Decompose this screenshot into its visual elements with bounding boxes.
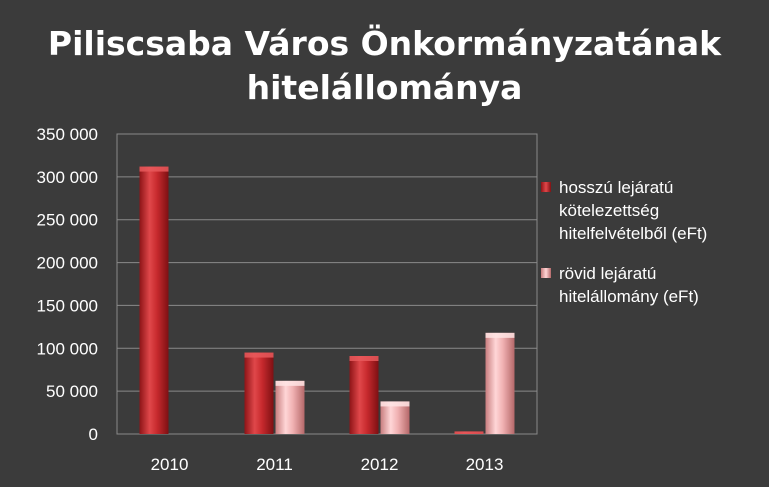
- legend-item-short-term: rövid lejáratú hitelállomány (eFt): [541, 262, 761, 308]
- legend-swatch-long-term: [541, 182, 551, 192]
- plot-frame: [116, 133, 538, 435]
- bar-short-term-2011: [275, 380, 305, 434]
- bar-top-highlight: [454, 431, 484, 434]
- y-tick-label: 150 000: [37, 296, 98, 315]
- x-tick-label: 2012: [361, 455, 399, 474]
- y-tick-label: 100 000: [37, 339, 98, 358]
- legend-item-long-term: hosszú lejáratú kötelezettség hitelfelvé…: [541, 176, 761, 245]
- y-tick-label: 300 000: [37, 168, 98, 187]
- bar-top-highlight: [244, 352, 274, 358]
- bar-top-highlight: [380, 401, 410, 407]
- bar-short-term-2012: [380, 401, 410, 434]
- x-tick-label: 2010: [151, 455, 189, 474]
- y-tick-label: 200 000: [37, 254, 98, 273]
- y-tick-label: 50 000: [46, 382, 98, 401]
- bar-top-highlight: [139, 166, 169, 172]
- chart-title-line-1: Piliscsaba Város Önkormányzatának: [47, 24, 722, 63]
- chart-title-line-2: hitelállománya: [246, 68, 523, 107]
- legend-label-line: hitelállomány (eFt): [559, 287, 699, 306]
- y-tick-label: 0: [89, 425, 98, 444]
- legend-label-line: hosszú lejáratú: [559, 178, 674, 197]
- bar-long-term-2011: [244, 352, 274, 434]
- bar-top-highlight: [275, 380, 305, 386]
- x-tick-label: 2013: [466, 455, 504, 474]
- legend-label-line: kötelezettség: [559, 201, 660, 220]
- chart-title: Piliscsaba Város Önkormányzatának hitelá…: [0, 22, 769, 110]
- bar-top-highlight: [485, 332, 515, 338]
- x-tick-label: 2011: [256, 455, 293, 474]
- bar-long-term-2012: [349, 356, 379, 434]
- legend-label-line: rövid lejáratú: [559, 264, 657, 283]
- y-tick-label: 250 000: [37, 211, 98, 230]
- legend: hosszú lejáratú kötelezettség hitelfelvé…: [541, 176, 761, 325]
- bar-top-highlight: [349, 356, 379, 361]
- legend-swatch-short-term: [541, 268, 551, 278]
- bar-short-term-2013: [485, 332, 515, 434]
- legend-label-line: hitelfelvételből (eFt): [559, 224, 708, 243]
- y-tick-label: 350 000: [37, 125, 98, 144]
- bar-long-term-2010: [139, 166, 169, 435]
